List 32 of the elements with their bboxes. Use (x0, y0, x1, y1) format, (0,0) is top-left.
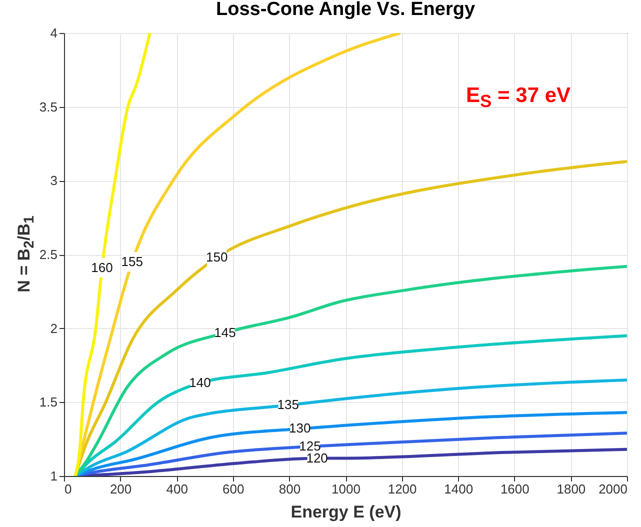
x-tick-label: 1400 (444, 482, 474, 496)
x-tick-label: 1000 (332, 482, 360, 496)
x-axis-title: Energy E (eV) (290, 502, 402, 522)
x-tick-label: 600 (222, 482, 244, 496)
y-tick-label: 1 (50, 468, 58, 484)
x-tick-label: 1600 (500, 482, 530, 496)
series-label: 120 (306, 450, 328, 466)
line-series (74, 33, 402, 476)
chart-title: Loss-Cone Angle Vs. Energy (216, 0, 476, 20)
y-tick-label: 3.5 (39, 99, 58, 114)
y-tick-label: 2.5 (39, 247, 58, 262)
x-tick-label: 0 (64, 482, 72, 496)
series-label: 130 (289, 420, 311, 436)
series-label: 135 (277, 397, 299, 412)
x-tick-label: 400 (166, 482, 188, 496)
y-tick-label: 4 (50, 26, 58, 40)
series-label: 125 (299, 438, 321, 454)
y-tick-label: 3 (50, 173, 58, 188)
x-tick-label: 200 (110, 482, 132, 496)
series-label: 150 (206, 249, 228, 264)
line-series (74, 33, 152, 476)
series-label: 160 (91, 260, 113, 275)
annotation: E$_{S}$ = 37 eV (466, 84, 571, 112)
x-tick-label: 800 (278, 482, 301, 496)
x-tick-label: 2000 (598, 482, 628, 496)
series-label: 155 (121, 254, 143, 269)
y-tick-label: 1.5 (39, 394, 58, 410)
x-tick-label: 1200 (388, 482, 417, 496)
y-tick-label: 2 (50, 320, 58, 336)
series-label: 140 (189, 374, 211, 390)
x-tick-label: 1800 (556, 482, 586, 496)
series-label: 145 (214, 324, 236, 340)
